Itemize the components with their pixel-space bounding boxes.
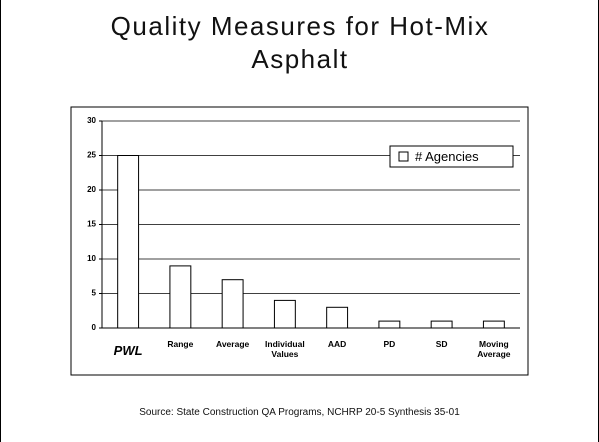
bar [273, 299, 296, 329]
x-tick-label: Range [167, 339, 194, 349]
x-tick-label: Moving Average [477, 339, 511, 359]
y-tick-label: 30 [87, 116, 96, 125]
bar [117, 155, 140, 329]
bar [221, 279, 244, 329]
x-tick-label: Individual Values [265, 339, 305, 359]
source-note: Source: State Construction QA Programs, … [139, 407, 460, 418]
legend-swatch [398, 151, 409, 162]
y-tick-label: 25 [87, 151, 96, 160]
x-tick-label: PD [383, 339, 396, 349]
legend-label: # Agencies [415, 149, 479, 164]
bar [378, 320, 401, 329]
slide-title: Quality Measures for Hot-Mix Asphalt [110, 11, 490, 74]
bar [430, 320, 453, 329]
x-tick-label: SD [435, 339, 448, 349]
x-tick-label: PWL [113, 343, 143, 358]
bar [169, 265, 192, 329]
x-tick-label: AAD [327, 339, 347, 349]
y-tick-label: 10 [87, 254, 96, 263]
y-tick-label: 20 [87, 185, 96, 194]
bar [482, 320, 505, 329]
bar [326, 306, 349, 329]
legend-box [389, 145, 514, 168]
x-tick-label: Average [216, 339, 250, 349]
y-tick-label: 15 [87, 220, 96, 229]
y-tick-label: 0 [92, 323, 97, 332]
y-tick-label: 5 [92, 289, 97, 298]
